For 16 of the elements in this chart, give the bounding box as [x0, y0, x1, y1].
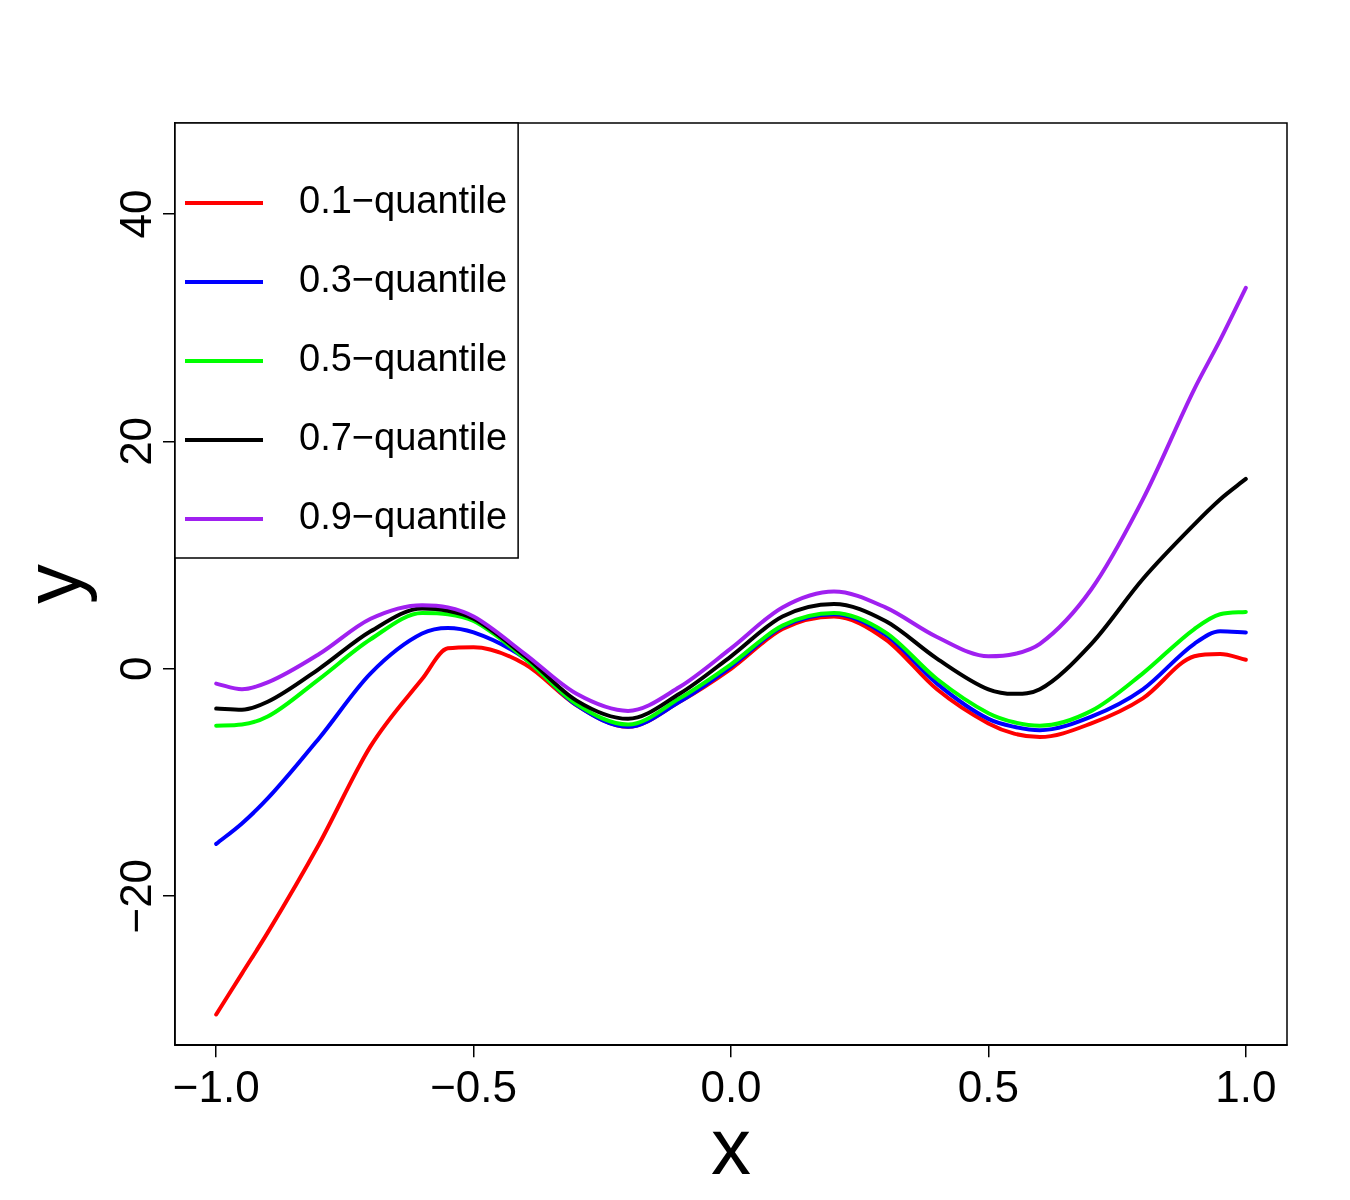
line-series	[214, 476, 1248, 721]
legend-label: 0.5−quantile	[299, 337, 508, 380]
x-tick-label: 0.5	[957, 1061, 1019, 1111]
x-tick-label: 1.0	[1215, 1061, 1277, 1111]
y-tick-label: 0	[111, 656, 160, 682]
x-tick-label: −0.5	[430, 1061, 518, 1111]
y-tick-label: −20	[111, 858, 160, 934]
line-series	[214, 609, 1248, 728]
legend-label: 0.7−quantile	[299, 416, 508, 459]
x-tick-label: −1.0	[172, 1061, 260, 1111]
y-axis-title: y	[8, 564, 98, 605]
legend-label: 0.9−quantile	[299, 495, 508, 538]
y-tick-label: 40	[111, 189, 160, 239]
legend-label: 0.1−quantile	[299, 179, 508, 222]
y-tick-label: 20	[111, 416, 160, 466]
legend-label: 0.3−quantile	[299, 258, 508, 301]
